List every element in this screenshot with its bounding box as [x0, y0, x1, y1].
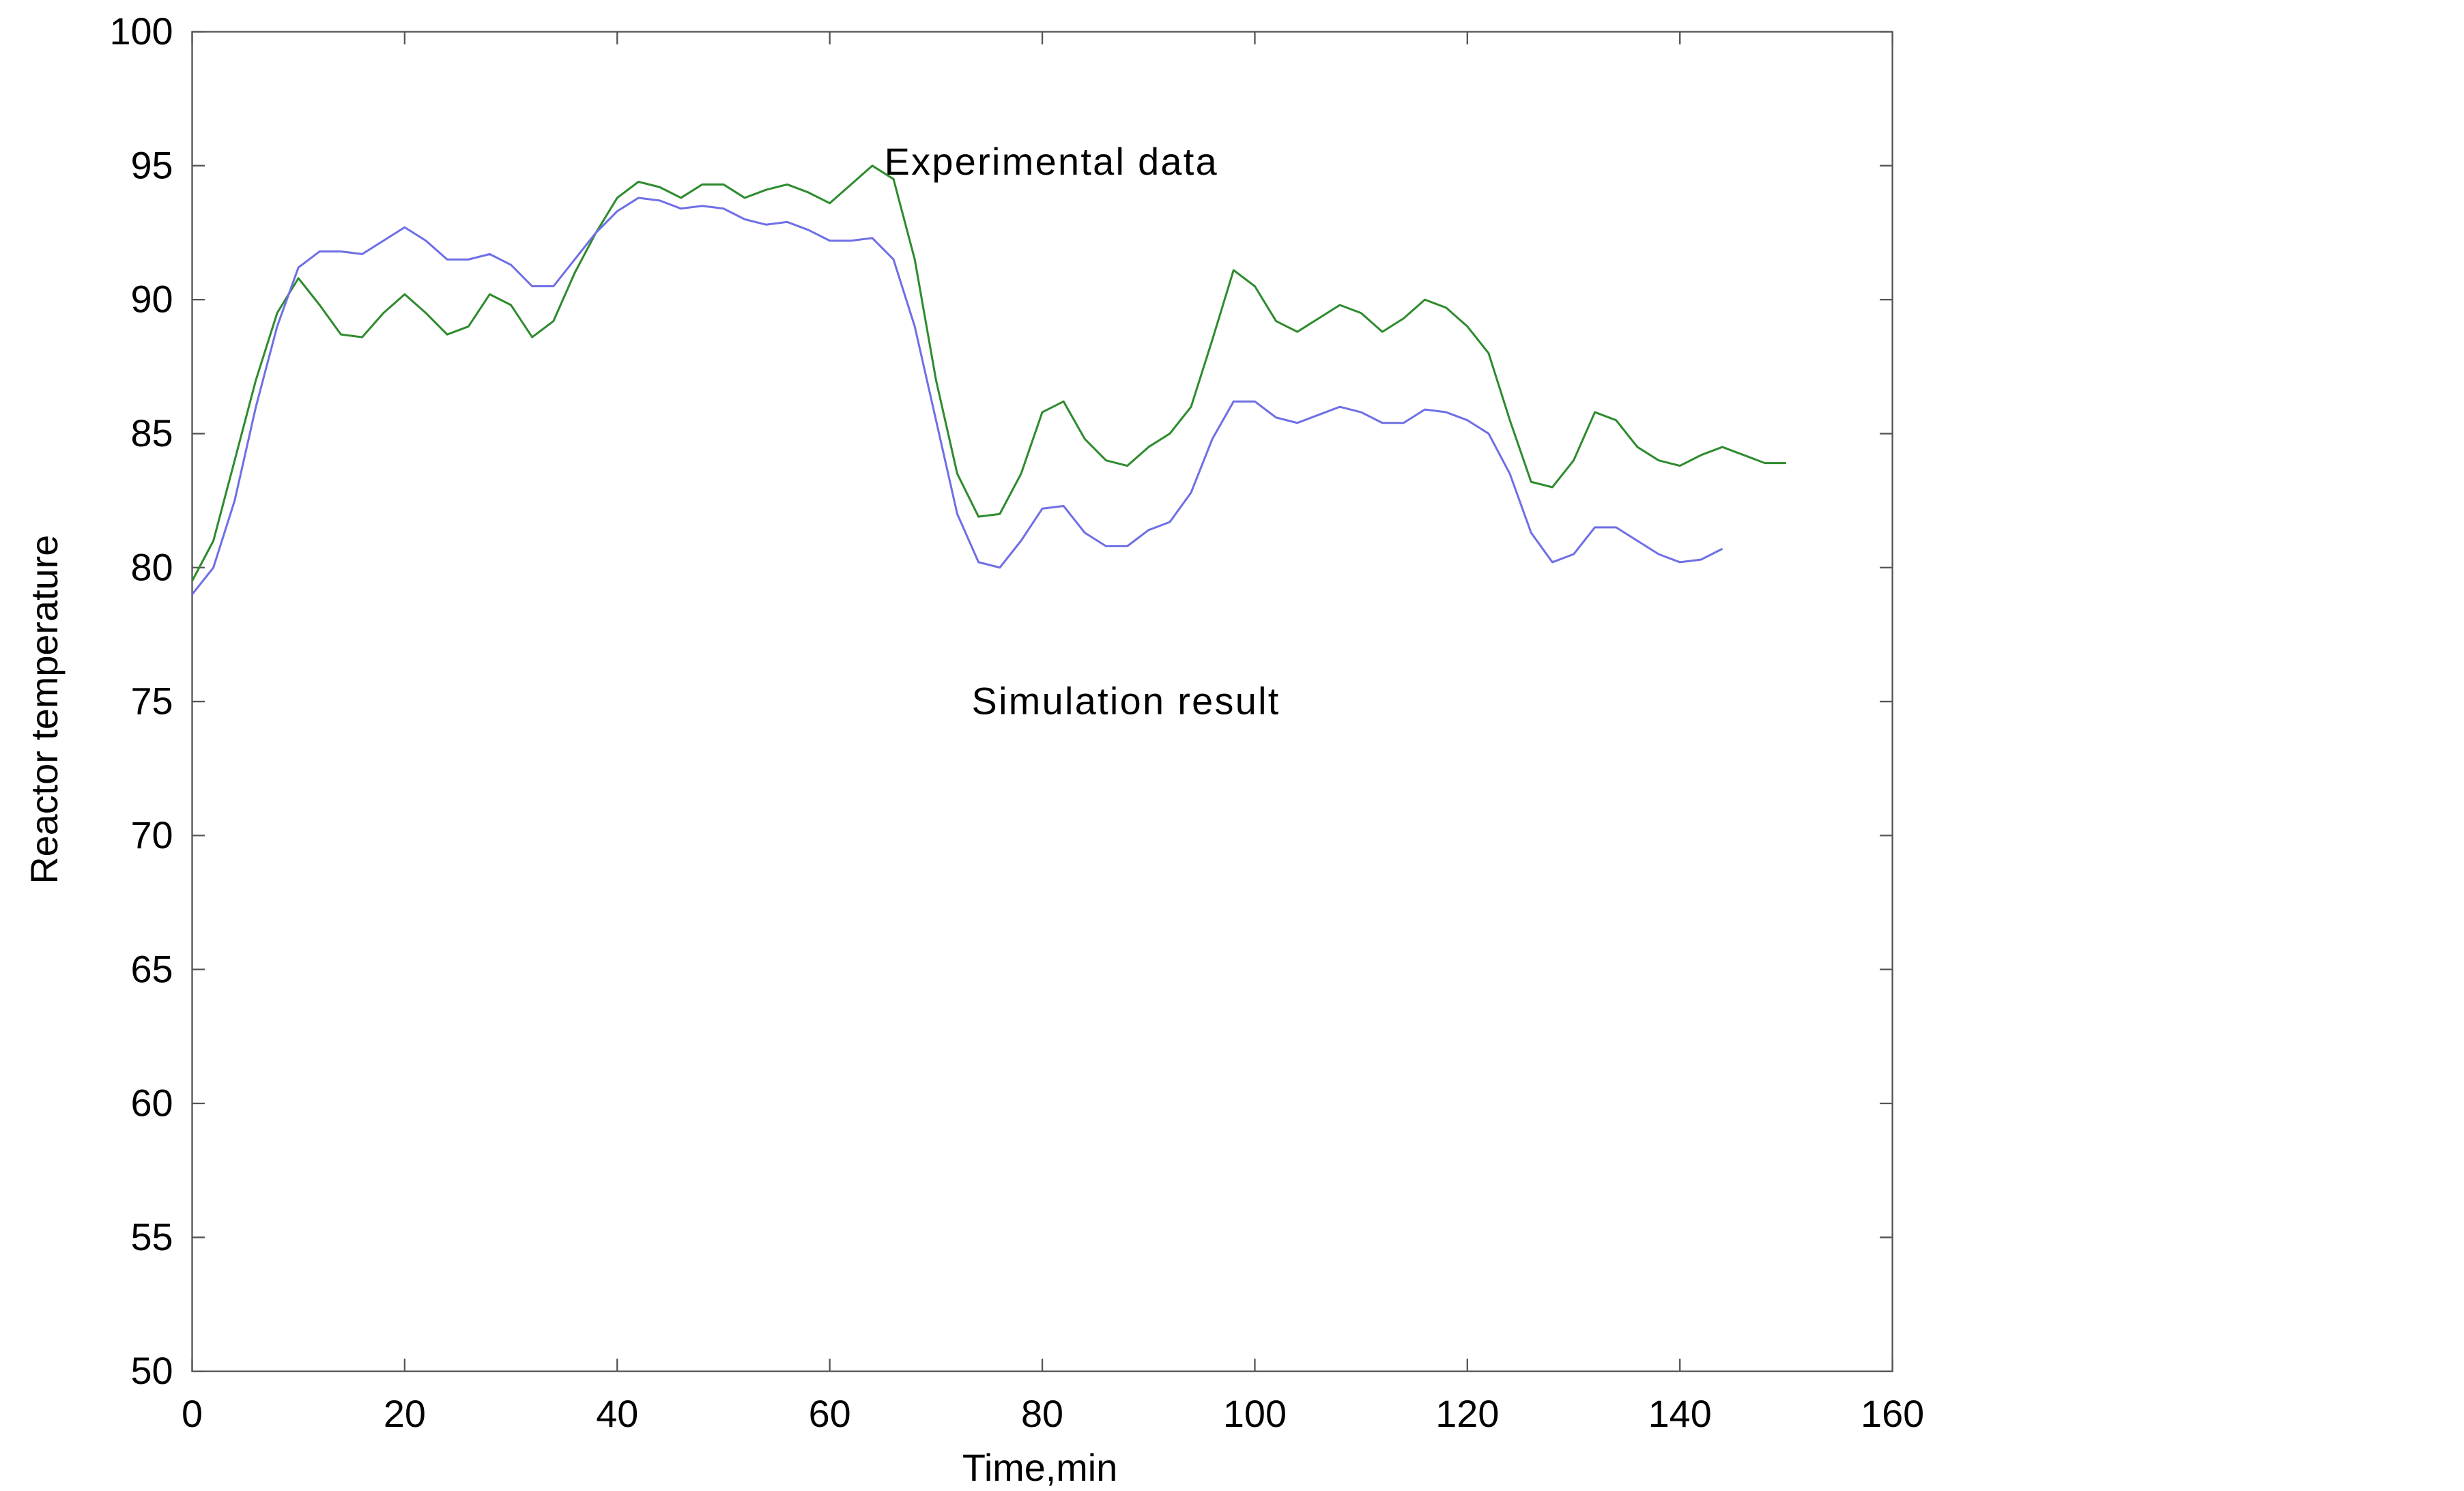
x-tick-label: 80: [1021, 1392, 1063, 1435]
y-tick-label: 80: [130, 545, 173, 588]
x-tick-label: 160: [1861, 1392, 1924, 1435]
y-tick-label: 100: [109, 10, 173, 53]
x-axis-label: Time,min: [962, 1446, 1117, 1489]
y-tick-label: 65: [130, 947, 173, 990]
x-tick-label: 100: [1223, 1392, 1287, 1435]
x-tick-label: 40: [596, 1392, 638, 1435]
y-axis-label: Reactor temperature: [23, 535, 66, 884]
x-tick-label: 20: [384, 1392, 426, 1435]
series-line: [191, 164, 1786, 582]
series-line: [191, 197, 1723, 595]
y-tick-label: 85: [130, 411, 173, 454]
x-tick-label: 120: [1435, 1392, 1499, 1435]
y-tick-label: 90: [130, 278, 173, 321]
y-tick-label: 60: [130, 1082, 173, 1125]
annotation: Experimental data: [885, 140, 1218, 183]
y-tick-label: 70: [130, 813, 173, 856]
annotation: Simulation result: [972, 680, 1280, 723]
y-tick-label: 50: [130, 1349, 173, 1392]
x-tick-label: 60: [809, 1392, 851, 1435]
y-tick-label: 55: [130, 1215, 173, 1258]
x-tick-label: 0: [182, 1392, 203, 1435]
y-tick-label: 75: [130, 680, 173, 723]
x-tick-label: 140: [1648, 1392, 1712, 1435]
y-tick-label: 95: [130, 143, 173, 186]
